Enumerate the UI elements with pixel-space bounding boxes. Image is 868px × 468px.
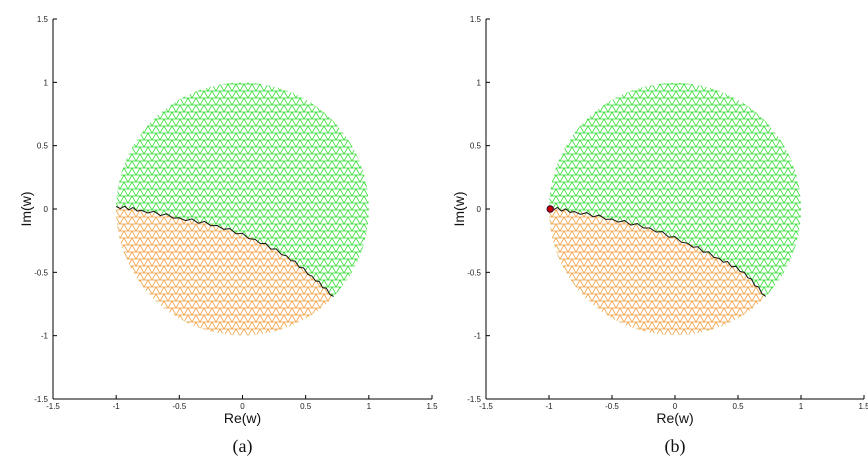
panel-b-x-tick-label: -1 <box>545 402 553 411</box>
panel-a-x-ticks: -1.5 -1 -0.5 0 0.5 1 1.5 <box>46 395 438 411</box>
panel-a-x-tick-label: 1 <box>367 402 372 411</box>
panel-a-x-tick-label: 0.5 <box>300 402 312 411</box>
panel-b-y-tick-label: -0.5 <box>467 268 481 277</box>
panel-a-x-tick-label: -0.5 <box>172 402 186 411</box>
panel-b-y-tick-label: 0.5 <box>470 142 482 151</box>
panel-b-y-tick-label: -1.5 <box>467 395 481 404</box>
panel-b-caption: (b) <box>665 436 686 457</box>
panel-a-y-tick-label: 1.5 <box>37 15 49 24</box>
panel-b-boundary-curve <box>548 206 766 297</box>
panel-a-x-tick-label: 0 <box>240 402 245 411</box>
panel-b-y-tick-label: 0 <box>477 205 482 214</box>
panel-b-y-ticks: -1.5 -1 -0.5 0 0.5 1 1.5 <box>467 15 490 404</box>
panel-a-y-axis-label: Im(w) <box>18 192 34 227</box>
panel-a-boundary-curve <box>115 205 334 297</box>
panel-a-y-tick-label: 1 <box>44 78 49 87</box>
panel-b-y-tick-label: 1.5 <box>470 15 482 24</box>
panel-a-x-tick-label: -1 <box>113 402 121 411</box>
panel-b-x-ticks: -1.5 -1 -0.5 0 0.5 1 1.5 <box>479 395 868 411</box>
panel-b-x-tick-label: 0 <box>673 402 678 411</box>
panel-a-plot-layer <box>115 82 369 336</box>
panel-a-x-tick-label: -1.5 <box>46 402 60 411</box>
panel-b-x-tick-label: -0.5 <box>605 402 619 411</box>
panel-a-y-tick-label: 0 <box>44 205 49 214</box>
panel-b-plot-layer <box>546 83 801 335</box>
panel-b-x-axis-label: Re(w) <box>656 410 693 426</box>
panel-b-x-tick-label: 1.5 <box>858 402 868 411</box>
panel-a-y-tick-label: 0.5 <box>37 142 49 151</box>
panel-a-y-tick-label: -1 <box>41 332 49 341</box>
panel-a-y-tick-label: -1.5 <box>34 395 48 404</box>
panel-b-y-tick-label: -1 <box>474 332 482 341</box>
panel-a: -1.5 -1 -0.5 0 0.5 1 1.5 -1.5 -1 -0.5 0 0.5 1 1.5 Re… <box>18 15 438 457</box>
panel-a-x-axis-label: Re(w) <box>224 410 261 426</box>
panel-a-caption: (a) <box>233 436 253 457</box>
panel-a-y-tick-label: -0.5 <box>34 268 48 277</box>
panel-b: -1.5 -1 -0.5 0 0.5 1 1.5 -1.5 -1 -0.5 0 0.5 1 1.5 Re… <box>451 15 868 457</box>
panel-b-x-tick-label: -1.5 <box>479 402 493 411</box>
panel-b-y-axis-label: Im(w) <box>451 192 467 227</box>
panel-b-x-tick-label: 0.5 <box>732 402 744 411</box>
panel-a-x-tick-label: 1.5 <box>426 402 438 411</box>
panel-b-marker-point <box>546 205 554 213</box>
panel-b-y-tick-label: 1 <box>477 78 482 87</box>
panel-b-x-tick-label: 1 <box>799 402 804 411</box>
panel-a-y-ticks: -1.5 -1 -0.5 0 0.5 1 1.5 <box>34 15 57 404</box>
